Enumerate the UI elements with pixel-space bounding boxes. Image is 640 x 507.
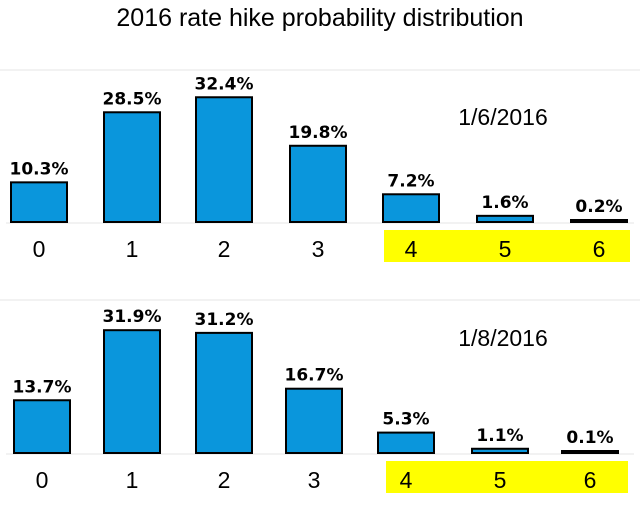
panel1-value-label-1: 28.5% — [103, 89, 162, 109]
panel2-value-label-1: 31.9% — [103, 307, 162, 327]
panel2-value-label-2: 31.2% — [195, 310, 254, 330]
panel2-value-label-5: 1.1% — [476, 426, 523, 446]
panel2-bar-0 — [13, 399, 71, 455]
chart-title: 2016 rate hike probability distribution — [116, 4, 524, 32]
panel2-date-label: 1/8/2016 — [458, 325, 548, 351]
panel2-bar-4 — [377, 431, 435, 455]
panel1-category-label-0: 0 — [33, 236, 46, 262]
panel2-bar-2 — [195, 331, 253, 455]
panel2-category-label-0: 0 — [36, 467, 49, 493]
panel1-bar-5 — [476, 214, 534, 223]
panel2-value-label-3: 16.7% — [285, 366, 344, 386]
panel1-bar-3 — [289, 144, 347, 224]
panel2-category-label-4: 4 — [400, 467, 413, 493]
panel1-value-label-3: 19.8% — [289, 123, 348, 143]
panel2-bar-5 — [471, 447, 529, 455]
panel1-date-label: 1/6/2016 — [458, 104, 548, 130]
panel2-category-label-6: 6 — [584, 467, 597, 493]
panel2-value-label-4: 5.3% — [382, 410, 429, 430]
panel1-value-label-4: 7.2% — [387, 171, 434, 191]
panel1-bar-4 — [382, 193, 440, 223]
panel2-category-label-1: 1 — [126, 467, 139, 493]
panel2-category-label-5: 5 — [494, 467, 507, 493]
panel1-bar-2 — [195, 96, 253, 223]
panel1-category-label-6: 6 — [593, 236, 606, 262]
panel2-highlight-band — [386, 461, 628, 493]
panel2-value-label-6: 0.1% — [566, 428, 613, 448]
panel1-bar-0 — [10, 181, 68, 223]
panel1-value-label-6: 0.2% — [575, 197, 622, 217]
panel2-value-label-0: 13.7% — [13, 377, 72, 397]
panel1-category-label-5: 5 — [499, 236, 512, 262]
panel1-category-label-1: 1 — [126, 236, 139, 262]
panel1-bar-6 — [570, 219, 628, 223]
panel1-highlight-band — [384, 230, 630, 262]
panel1-value-label-0: 10.3% — [10, 159, 69, 179]
panel1-value-label-2: 32.4% — [195, 74, 254, 94]
panel2-bar-3 — [285, 387, 343, 454]
panel1-category-label-3: 3 — [312, 236, 325, 262]
panel1-value-label-5: 1.6% — [481, 193, 528, 213]
panel2-bar-1 — [103, 329, 161, 454]
panel2-category-label-2: 2 — [218, 467, 231, 493]
panel2-bar-6 — [561, 450, 619, 454]
panel1-bar-1 — [103, 111, 161, 223]
panel1-category-label-2: 2 — [218, 236, 231, 262]
panel2-category-label-3: 3 — [308, 467, 321, 493]
panel1-category-label-4: 4 — [405, 236, 418, 262]
